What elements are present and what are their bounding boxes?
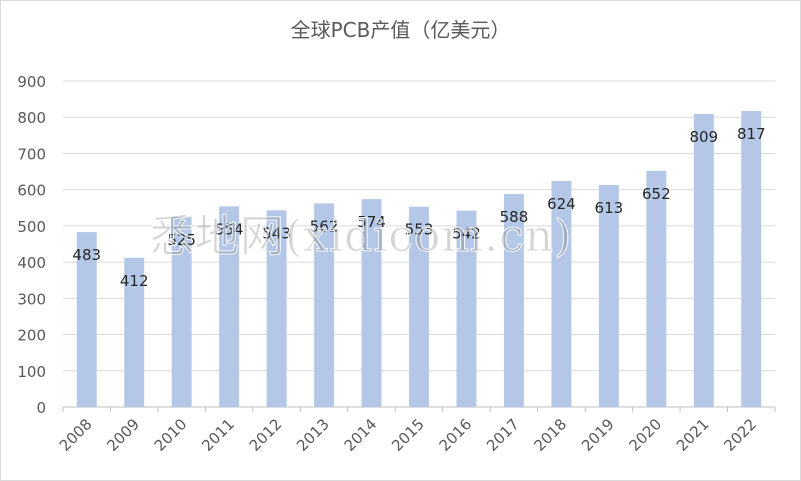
y-tick-label: 100 <box>17 363 46 381</box>
x-tick-label: 2017 <box>483 415 523 455</box>
y-tick-label: 200 <box>17 327 46 345</box>
data-label: 624 <box>547 195 576 213</box>
y-tick-label: 300 <box>17 290 46 308</box>
data-label: 809 <box>689 128 718 146</box>
y-tick-label: 900 <box>17 73 46 91</box>
data-label: 554 <box>215 220 244 238</box>
data-label: 574 <box>357 213 386 231</box>
bar <box>124 257 145 407</box>
y-tick-label: 700 <box>17 145 46 163</box>
x-tick-label: 2016 <box>436 415 476 455</box>
x-tick-label: 2013 <box>293 415 333 455</box>
x-tick-label: 2010 <box>151 415 191 455</box>
y-tick-label: 600 <box>17 182 46 200</box>
bar <box>551 180 572 407</box>
bar <box>219 206 240 407</box>
bar <box>314 203 335 407</box>
bar <box>361 199 382 407</box>
x-tick-label: 2011 <box>198 415 238 455</box>
x-tick-label: 2019 <box>578 415 618 455</box>
bar <box>76 232 97 407</box>
bar <box>456 210 477 407</box>
y-tick-label: 0 <box>36 399 46 417</box>
data-label: 562 <box>310 217 339 235</box>
y-tick-label: 800 <box>17 109 46 127</box>
bar <box>266 210 287 407</box>
data-label: 542 <box>452 225 481 243</box>
bar <box>171 216 192 407</box>
data-label: 483 <box>72 246 101 264</box>
x-tick-label: 2020 <box>625 415 665 455</box>
chart-title: 全球PCB产值（亿美元） <box>290 18 511 42</box>
bar <box>409 206 429 407</box>
watermark-text: 悉地网(xidicom.cn) <box>149 211 573 263</box>
bar <box>598 184 619 407</box>
y-tick-label: 400 <box>17 254 46 272</box>
bar <box>646 170 667 407</box>
x-tick-label: 2008 <box>56 415 96 455</box>
x-tick-label: 2022 <box>720 415 760 455</box>
x-tick-label: 2014 <box>341 415 381 455</box>
data-label: 588 <box>500 208 529 226</box>
bar <box>741 111 762 407</box>
bar <box>693 113 714 407</box>
y-tick-label: 500 <box>17 218 46 236</box>
data-label: 613 <box>595 199 624 217</box>
x-tick-label: 2021 <box>673 415 713 455</box>
x-tick-label: 2009 <box>103 415 143 455</box>
data-label: 652 <box>642 185 671 203</box>
x-tick-label: 2012 <box>246 415 286 455</box>
x-tick-label: 2018 <box>530 415 570 455</box>
bar <box>503 194 524 407</box>
x-tick-label: 2015 <box>388 415 428 455</box>
data-label: 553 <box>405 221 434 239</box>
data-label: 525 <box>167 231 196 249</box>
data-label: 817 <box>737 125 766 143</box>
data-label: 412 <box>120 272 149 290</box>
data-label: 543 <box>262 224 291 242</box>
